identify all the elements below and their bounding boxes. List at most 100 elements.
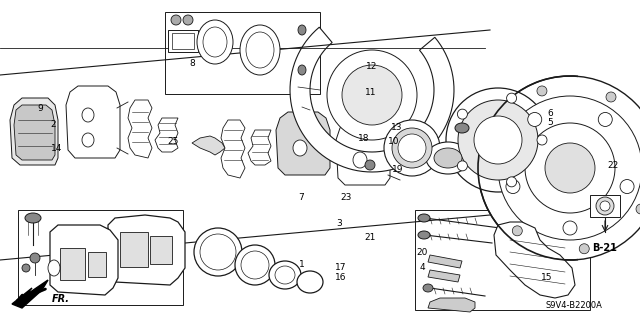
Ellipse shape [478, 76, 640, 260]
Ellipse shape [48, 260, 60, 276]
Ellipse shape [537, 135, 547, 145]
Polygon shape [428, 270, 460, 282]
Ellipse shape [22, 264, 30, 272]
Ellipse shape [398, 134, 426, 162]
Text: 25: 25 [167, 137, 179, 146]
Bar [172, 33, 194, 49]
Ellipse shape [563, 221, 577, 235]
Ellipse shape [384, 120, 440, 176]
Text: 10: 10 [388, 137, 399, 146]
Ellipse shape [579, 244, 589, 254]
Ellipse shape [269, 261, 301, 289]
Bar [120, 232, 148, 267]
Text: 6: 6 [548, 109, 553, 118]
Text: 19: 19 [392, 165, 404, 174]
Text: 22: 22 [607, 161, 619, 170]
Ellipse shape [507, 93, 516, 103]
Text: 3: 3 [337, 219, 342, 228]
Text: 12: 12 [365, 63, 377, 71]
Ellipse shape [25, 213, 41, 223]
Ellipse shape [458, 109, 467, 119]
Ellipse shape [620, 180, 634, 194]
Text: 14: 14 [51, 144, 62, 153]
Ellipse shape [545, 143, 595, 193]
Polygon shape [192, 136, 225, 155]
Polygon shape [428, 255, 462, 268]
Ellipse shape [528, 113, 541, 126]
Ellipse shape [241, 251, 269, 279]
Polygon shape [248, 130, 271, 165]
Ellipse shape [203, 27, 227, 57]
Text: 4: 4 [420, 263, 425, 272]
Ellipse shape [537, 86, 547, 96]
Bar [150, 236, 172, 264]
Ellipse shape [507, 177, 516, 187]
Polygon shape [155, 118, 178, 152]
Bar [165, 12, 320, 94]
Ellipse shape [183, 15, 193, 25]
Polygon shape [221, 120, 245, 178]
Polygon shape [494, 222, 575, 298]
Ellipse shape [171, 15, 181, 25]
Ellipse shape [498, 96, 640, 240]
Bar [415, 210, 590, 310]
Ellipse shape [365, 160, 375, 170]
Ellipse shape [82, 108, 94, 122]
Ellipse shape [30, 253, 40, 263]
Ellipse shape [488, 135, 498, 145]
Text: 20: 20 [417, 248, 428, 256]
Text: B-21: B-21 [593, 243, 618, 253]
Ellipse shape [297, 271, 323, 293]
Ellipse shape [434, 148, 462, 168]
Ellipse shape [418, 214, 430, 222]
Ellipse shape [512, 226, 522, 236]
Text: 16: 16 [335, 273, 346, 282]
Ellipse shape [598, 113, 612, 126]
Ellipse shape [423, 284, 433, 292]
Text: 9: 9 [38, 104, 43, 113]
Ellipse shape [298, 65, 306, 75]
Bar [18, 210, 183, 305]
Ellipse shape [455, 123, 469, 133]
Text: 23: 23 [340, 193, 351, 202]
Text: 18: 18 [358, 134, 369, 143]
Polygon shape [14, 105, 55, 160]
Text: 15: 15 [541, 273, 553, 282]
Polygon shape [128, 100, 152, 158]
Polygon shape [12, 280, 48, 308]
Polygon shape [66, 86, 120, 158]
Polygon shape [428, 298, 475, 312]
Polygon shape [108, 215, 185, 285]
Ellipse shape [458, 100, 538, 180]
Polygon shape [50, 225, 118, 295]
Polygon shape [290, 27, 454, 172]
Bar [88, 252, 106, 277]
Polygon shape [98, 228, 108, 252]
Ellipse shape [240, 25, 280, 75]
Text: FR.: FR. [52, 294, 70, 304]
Ellipse shape [636, 204, 640, 214]
Polygon shape [336, 122, 390, 185]
Text: 21: 21 [364, 233, 376, 242]
Text: S9V4-B2200A: S9V4-B2200A [545, 300, 602, 309]
Text: 8: 8 [189, 59, 195, 68]
Ellipse shape [600, 201, 610, 211]
Text: 11: 11 [365, 88, 377, 97]
Ellipse shape [418, 231, 430, 239]
Ellipse shape [194, 228, 242, 276]
Text: 13: 13 [391, 123, 403, 132]
Ellipse shape [426, 142, 470, 174]
Ellipse shape [293, 140, 307, 156]
Text: 5: 5 [548, 118, 553, 127]
Ellipse shape [474, 116, 522, 164]
Ellipse shape [446, 88, 550, 192]
Text: 7: 7 [298, 193, 303, 202]
Ellipse shape [275, 266, 295, 284]
Ellipse shape [298, 25, 306, 35]
Ellipse shape [506, 180, 520, 194]
Ellipse shape [197, 20, 233, 64]
Ellipse shape [392, 128, 432, 168]
Ellipse shape [82, 133, 94, 147]
Ellipse shape [235, 245, 275, 285]
Polygon shape [276, 112, 330, 175]
